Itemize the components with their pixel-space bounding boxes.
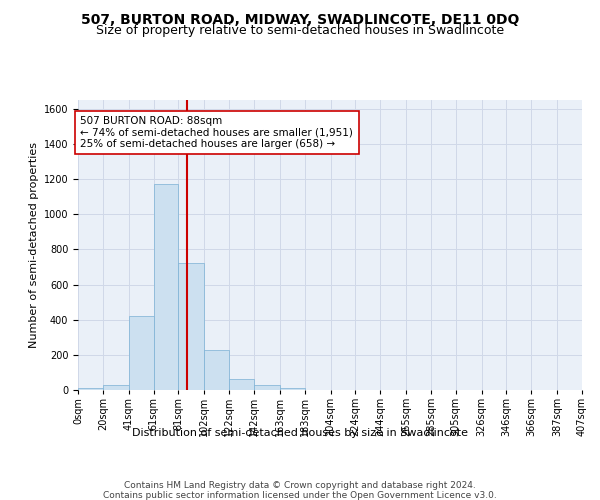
Bar [254,384,280,390]
Text: 507 BURTON ROAD: 88sqm
← 74% of semi-detached houses are smaller (1,951)
25% of : 507 BURTON ROAD: 88sqm ← 74% of semi-det… [80,116,353,149]
Y-axis label: Number of semi-detached properties: Number of semi-detached properties [29,142,40,348]
Bar [103,384,129,390]
Bar [178,264,205,390]
Bar [229,380,254,390]
Bar [280,388,305,390]
Text: Contains HM Land Registry data © Crown copyright and database right 2024.: Contains HM Land Registry data © Crown c… [124,481,476,490]
Bar [78,388,103,390]
Bar [154,184,178,390]
Bar [205,350,229,390]
Text: Size of property relative to semi-detached houses in Swadlincote: Size of property relative to semi-detach… [96,24,504,37]
Text: Contains public sector information licensed under the Open Government Licence v3: Contains public sector information licen… [103,491,497,500]
Text: 507, BURTON ROAD, MIDWAY, SWADLINCOTE, DE11 0DQ: 507, BURTON ROAD, MIDWAY, SWADLINCOTE, D… [81,12,519,26]
Text: Distribution of semi-detached houses by size in Swadlincote: Distribution of semi-detached houses by … [132,428,468,438]
Bar [129,316,154,390]
